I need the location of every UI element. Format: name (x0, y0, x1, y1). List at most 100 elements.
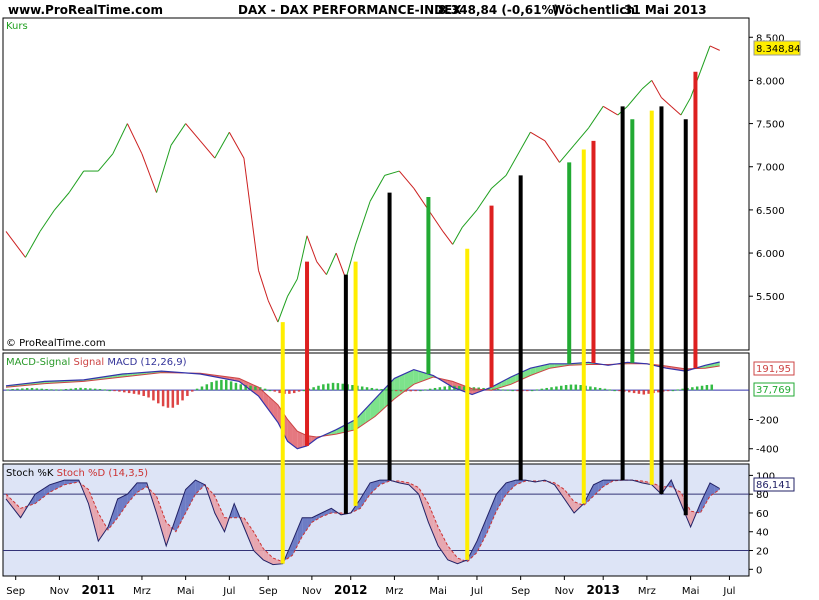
stoch-fill (714, 485, 720, 493)
stoch-fill (287, 541, 293, 559)
price-segment (199, 140, 216, 159)
macd-fill (510, 374, 516, 385)
macd-histogram-bar (84, 388, 87, 391)
stoch-fill (506, 481, 511, 495)
x-tick-label: Mrz (385, 586, 403, 597)
stoch-fill (214, 496, 220, 523)
site-name[interactable]: www.ProRealTime.com (8, 3, 163, 17)
stoch-fill (156, 496, 162, 530)
stoch-fill (258, 540, 264, 560)
price-segment (126, 123, 143, 155)
macd-histogram-bar (535, 389, 539, 391)
macd-histogram-bar (632, 390, 636, 394)
macd-fill (365, 404, 371, 424)
macd-histogram-bar (516, 390, 519, 392)
macd-fill (496, 382, 502, 389)
macd-histogram-bar (89, 388, 92, 391)
price-segment (267, 300, 279, 323)
x-tick-label: Nov (555, 586, 575, 597)
price-segment (505, 149, 522, 176)
macd-histogram-bar (292, 390, 296, 394)
macd-histogram-bar (137, 390, 141, 395)
price-segment (141, 153, 157, 193)
macd-histogram-bar (288, 390, 291, 394)
price-badge (753, 40, 801, 56)
macd-histogram-bar (312, 387, 315, 391)
price-segment (316, 261, 327, 275)
stoch-fill (360, 490, 366, 509)
macd-histogram-bar (627, 390, 631, 393)
price-y-tick-label: 8.000 (756, 76, 785, 87)
macd-histogram-bar (113, 390, 116, 392)
price-segment (530, 131, 546, 142)
macd-histogram-bar (11, 388, 14, 391)
macd-fill (370, 398, 375, 420)
stoch-badge-text: 86,141 (756, 480, 791, 491)
macd-histogram-bar (69, 388, 73, 391)
macd-fill (399, 374, 405, 396)
stoch-fill (564, 489, 570, 506)
stoch-fill (452, 551, 458, 564)
macd-fill (549, 363, 555, 369)
macd-histogram-bar (501, 389, 505, 391)
x-tick-label: Mai (429, 586, 447, 597)
macd-histogram-bar (438, 387, 442, 391)
stoch-fill (311, 515, 317, 523)
price-panel (2, 17, 750, 351)
stoch-fill (15, 503, 21, 518)
macd-histogram-bar (186, 390, 189, 397)
macd-fill (423, 372, 429, 381)
stoch-fill (248, 524, 254, 551)
price-segment (287, 278, 298, 297)
macd-histogram-bar (443, 386, 446, 391)
macd-histogram-bar (317, 385, 320, 391)
price-y-tick-label: 6.000 (756, 249, 785, 260)
price-segment (442, 231, 454, 245)
stoch-fill (137, 482, 142, 493)
instrument-quote: 8.348,84 (-0,61%) (438, 3, 559, 17)
macd-histogram-bar (608, 389, 612, 391)
stoch-y-tick-label: 20 (756, 547, 769, 558)
stoch-fill (365, 482, 371, 502)
macd-histogram-bar (700, 385, 704, 391)
macd-label-part-3: MACD (12,26,9) (107, 357, 186, 368)
stoch-fill (151, 491, 157, 513)
macd-fill (525, 368, 531, 378)
macd-histogram-bar (589, 386, 592, 391)
macd-fill (375, 393, 380, 417)
macd-histogram-bar (195, 388, 199, 391)
stoch-fill (166, 522, 172, 546)
macd-histogram-bar (710, 384, 714, 391)
macd-histogram-bar (35, 388, 39, 391)
price-segment (185, 123, 201, 142)
stoch-label-part-2: Stoch %D (14,3,5) (57, 468, 148, 479)
macd-histogram-bar (511, 390, 514, 392)
stoch-fill (307, 517, 312, 530)
stoch-fill (433, 515, 439, 546)
macd-histogram-bar (666, 390, 670, 392)
stoch-fill (302, 517, 308, 537)
x-tick-label: Mai (177, 586, 195, 597)
stoch-fill (141, 482, 147, 490)
price-segment (5, 231, 26, 258)
stoch-fill (195, 480, 201, 495)
price-segment (661, 97, 672, 107)
macd-histogram-bar (370, 387, 374, 391)
price-segment (257, 270, 269, 301)
stoch-fill (316, 512, 322, 520)
stoch-y-tick-label: 60 (756, 509, 769, 520)
price-segment (277, 296, 289, 323)
macd-histogram-bar (98, 388, 102, 391)
macd-histogram-bar (263, 388, 267, 391)
price-segment (602, 105, 619, 116)
stoch-fill (375, 480, 380, 490)
stoch-fill (418, 487, 424, 509)
stoch-fill (496, 488, 502, 512)
stoch-fill (59, 480, 65, 488)
stoch-fill (263, 548, 269, 563)
macd-histogram-bar (618, 390, 621, 392)
price-layer: 5.500 6.000 6.500 7.000 7.500 8.000 8.500 (5, 33, 785, 323)
macd-histogram-bar (385, 389, 388, 391)
x-tick-label: Mrz (133, 586, 151, 597)
price-y-tick-label: 7.000 (756, 163, 785, 174)
